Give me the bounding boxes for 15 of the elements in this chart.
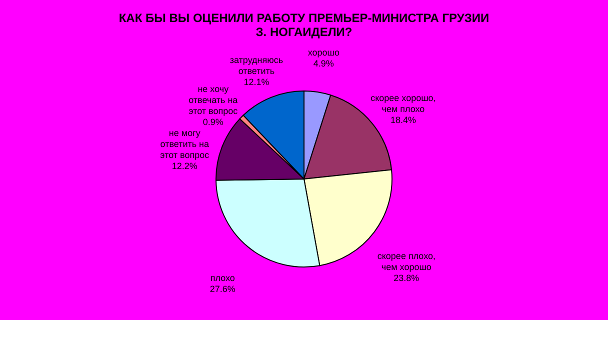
- slice-label: скорее плохо, чем хорошо: [377, 250, 436, 272]
- slice-label: хорошо: [308, 48, 340, 58]
- data-label: 18.4%: [390, 115, 416, 126]
- data-label: 0.9%: [202, 116, 224, 127]
- slice-label: плохо: [210, 272, 235, 283]
- slice-label: затрудняюсь ответить: [230, 55, 284, 76]
- data-label: 23.8%: [394, 272, 420, 283]
- slice-label: не могу ответить на этот вопрос: [160, 128, 210, 160]
- slice-label: не хочу отвечать на этот вопрос: [188, 84, 238, 116]
- data-label: 12.1%: [244, 77, 270, 88]
- chart-title: КАК БЫ ВЫ ОЦЕНИЛИ РАБОТУ ПРЕМЬЕР-МИНИСТРА ГРУЗИИ З. НОГАИДЕЛИ?: [118, 11, 490, 39]
- data-label: 12.2%: [172, 160, 198, 171]
- data-label: 27.6%: [210, 284, 236, 294]
- data-label: 4.9%: [313, 58, 334, 69]
- slice-label: скорее хорошо, чем плохо: [370, 93, 436, 114]
